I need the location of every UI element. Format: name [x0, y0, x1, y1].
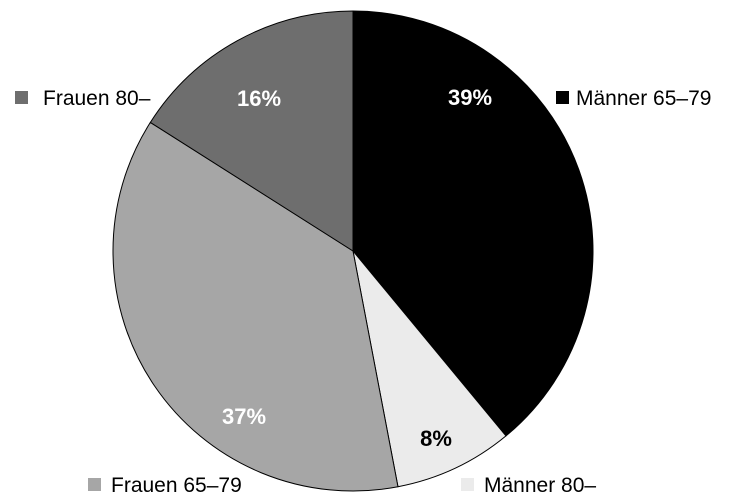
legend-item-maenner-80: Männer 80–	[461, 474, 596, 495]
slice-value-label-maenner-65-79: 39%	[448, 85, 492, 110]
legend-swatch-maenner-65-79	[556, 91, 569, 104]
pie-value-labels: 39% 8% 37% 16%	[222, 85, 492, 451]
legend-swatch-frauen-65-79	[88, 478, 101, 491]
pie-slice-frauen-65-79	[112, 121, 399, 492]
slice-value-label-frauen-80: 16%	[237, 86, 281, 111]
pie-slices	[112, 10, 594, 492]
pie-slice-maenner-65-79	[352, 10, 594, 437]
slice-value-label-frauen-65-79: 37%	[222, 404, 266, 429]
legend-item-frauen-80: Frauen 80–	[15, 87, 151, 110]
legend-label-maenner-65-79: Männer 65–79	[576, 87, 711, 110]
legend-item-frauen-65-79: Frauen 65–79	[88, 474, 242, 495]
legend-label-frauen-80: Frauen 80–	[43, 87, 151, 110]
legend-label-frauen-65-79: Frauen 65–79	[111, 474, 242, 495]
legend-swatch-maenner-80	[461, 478, 474, 491]
legend-item-maenner-65-79: Männer 65–79	[556, 87, 711, 110]
legend-swatch-frauen-80	[15, 91, 28, 104]
slice-value-label-maenner-80: 8%	[420, 426, 452, 451]
pie-slice-maenner-80	[352, 250, 507, 488]
pie-slice-frauen-80	[149, 10, 354, 252]
legend: Männer 65–79 Frauen 80– Frauen 65–79 Män…	[15, 87, 711, 495]
legend-label-maenner-80: Männer 80–	[484, 474, 596, 495]
